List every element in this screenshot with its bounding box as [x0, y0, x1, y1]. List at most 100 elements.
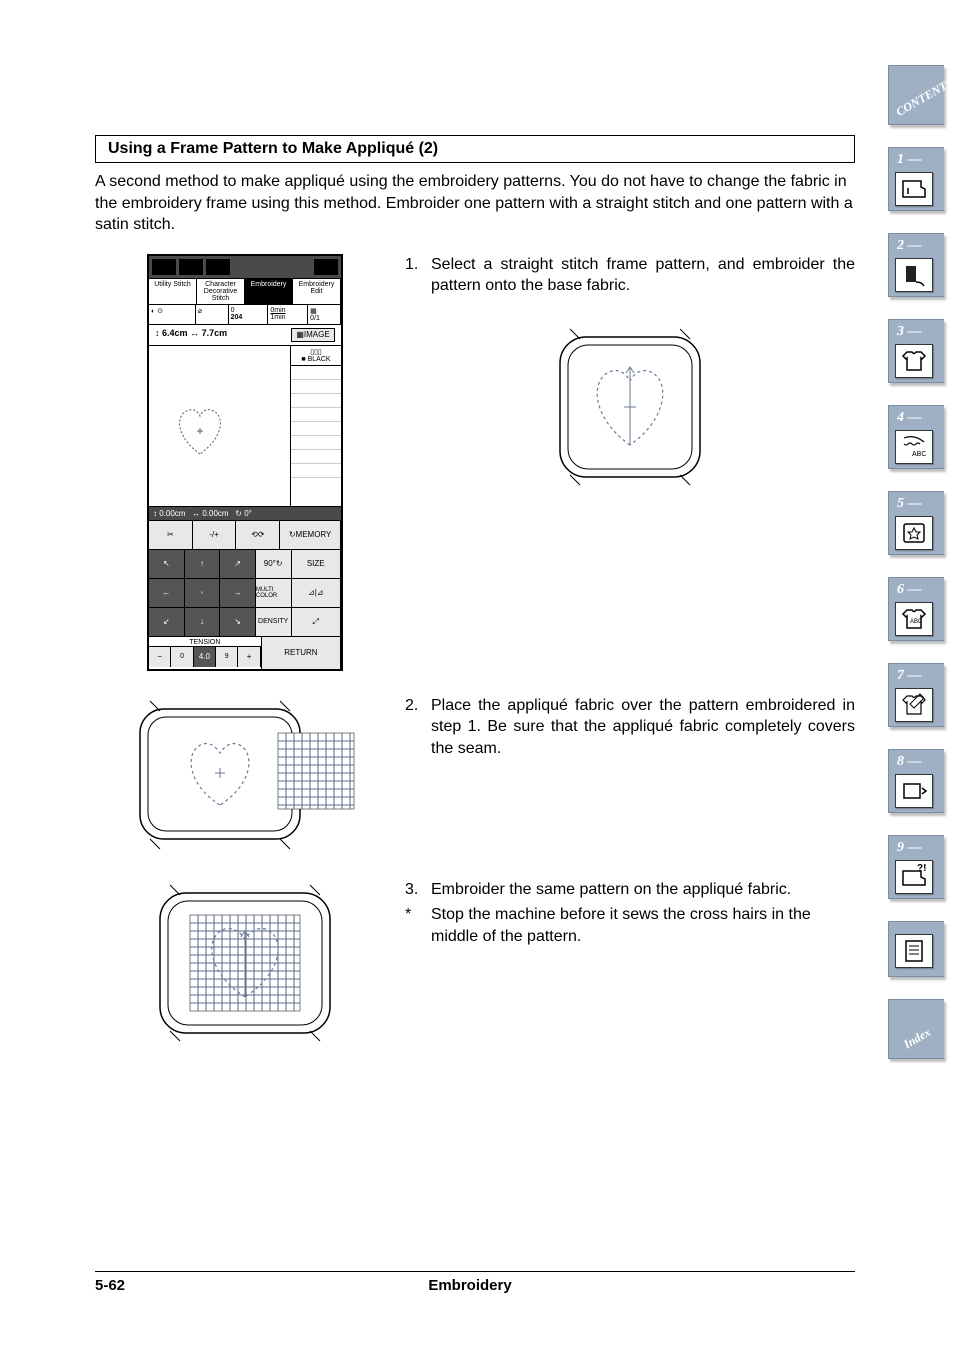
side-tabs: CONTENTS 1 — 2 — 3 — 4 — ABC 5 — 6 — ABC…: [888, 65, 954, 1081]
svg-text:?!: ?!: [917, 864, 926, 874]
stitch-abc-icon: ABC: [895, 430, 933, 464]
screen-info-bar: ◐ ⊙ ⌀ 0204 0min1min ▦0/1: [149, 305, 341, 325]
tab-1-label: 1 —: [897, 152, 922, 168]
section-title: Using a Frame Pattern to Make Appliqué (…: [108, 140, 842, 158]
step-3: 3. Embroider the same pattern on the app…: [405, 879, 855, 901]
step-3-note-mark: *: [405, 904, 431, 947]
step-3-note-text: Stop the machine before it sews the cros…: [431, 904, 855, 947]
page-content: Using a Frame Pattern to Make Appliqué (…: [95, 135, 855, 1073]
page-number: 5-62: [95, 1277, 125, 1294]
step-2: 2. Place the appliqué fabric over the pa…: [405, 695, 855, 760]
tab-5[interactable]: 5 —: [888, 491, 944, 555]
move-button[interactable]: ⤢: [292, 608, 341, 636]
multicolor-button[interactable]: MULTI COLOR: [256, 579, 292, 607]
step-2-num: 2.: [405, 695, 431, 760]
step-3-note: * Stop the machine before it sews the cr…: [405, 904, 855, 947]
tab-3[interactable]: 3 —: [888, 319, 944, 383]
step-2-text: Place the appliqué fabric over the patte…: [431, 695, 855, 760]
density-button[interactable]: DENSITY: [256, 608, 292, 636]
arrow-se[interactable]: ↘: [220, 608, 256, 636]
arrow-n[interactable]: ↑: [185, 550, 221, 578]
screen-tab-edit[interactable]: Embroidery Edit: [293, 279, 341, 304]
hoop-figure-1: [405, 317, 855, 502]
svg-text:ABC: ABC: [912, 451, 926, 458]
tab-4[interactable]: 4 — ABC: [888, 405, 944, 469]
tension-value: 4.0: [194, 647, 216, 667]
cut-button[interactable]: ✂: [149, 521, 193, 549]
applique-figure-2: [95, 695, 395, 855]
screen-top-icons: [149, 256, 341, 279]
screen-canvas: [149, 346, 291, 506]
arrow-sw[interactable]: ↙: [149, 608, 185, 636]
arrow-ne[interactable]: ↗: [220, 550, 256, 578]
tab-contents-label: CONTENTS: [893, 75, 954, 120]
screen-tabs: Utility Stitch Character Decorative Stit…: [149, 279, 341, 305]
arrow-nw[interactable]: ↖: [149, 550, 185, 578]
row-step-1: Utility Stitch Character Decorative Stit…: [95, 254, 855, 671]
return-button[interactable]: RETURN: [261, 637, 341, 669]
tab-9-label: 9 —: [897, 840, 922, 856]
tab-appendix[interactable]: [888, 921, 944, 977]
tension-plus[interactable]: +: [238, 647, 260, 667]
step-3-num: 3.: [405, 879, 431, 901]
step-1: 1. Select a straight stitch frame patter…: [405, 254, 855, 297]
screen-color-panel: ▯▯▯■ BLACK: [291, 346, 341, 506]
tab-3-label: 3 —: [897, 324, 922, 340]
edit-shirt-icon: [895, 688, 933, 722]
chapter-name: Embroidery: [428, 1277, 511, 1294]
screen-tab-utility[interactable]: Utility Stitch: [149, 279, 197, 304]
screen-canvas-row: ▯▯▯■ BLACK: [149, 346, 341, 507]
tab-7-label: 7 —: [897, 668, 922, 684]
rotate-buttons[interactable]: ⟲⟳: [236, 521, 280, 549]
screen-tab-embroidery[interactable]: Embroidery: [245, 279, 293, 304]
ctrl-row-1: ✂ -/+ ⟲⟳ ↻MEMORY: [149, 520, 341, 549]
document-icon: [895, 934, 933, 968]
ctrl-row-4: ↙ ↓ ↘ DENSITY ⤢: [149, 607, 341, 636]
memory-card-icon: [895, 774, 933, 808]
step-3-text: Embroider the same pattern on the appliq…: [431, 879, 791, 901]
ctrl-row-3: ← ◦ → MULTI COLOR ⊿|⊿: [149, 578, 341, 607]
tshirt-icon: [895, 344, 933, 378]
tension-minus[interactable]: −: [149, 647, 171, 667]
tab-2[interactable]: 2 —: [888, 233, 944, 297]
arrow-e[interactable]: →: [220, 579, 256, 607]
help-machine-icon: ?!: [895, 860, 933, 894]
tab-4-label: 4 —: [897, 410, 922, 426]
size-button[interactable]: SIZE: [292, 550, 341, 578]
tab-9[interactable]: 9 — ?!: [888, 835, 944, 899]
sewing-machine-icon: [895, 172, 933, 206]
tab-7[interactable]: 7 —: [888, 663, 944, 727]
tab-5-label: 5 —: [897, 496, 922, 512]
arrow-s[interactable]: ↓: [185, 608, 221, 636]
mirror-button[interactable]: ⊿|⊿: [292, 579, 341, 607]
arrow-center[interactable]: ◦: [185, 579, 221, 607]
applique-figure-3: [95, 879, 395, 1049]
rotate-90-button[interactable]: 90°↻: [256, 550, 292, 578]
tab-index-label: Index: [901, 1025, 933, 1052]
tab-2-label: 2 —: [897, 238, 922, 254]
tab-8[interactable]: 8 —: [888, 749, 944, 813]
ctrl-row-2: ↖ ↑ ↗ 90°↻ SIZE: [149, 549, 341, 578]
intro-text: A second method to make appliqué using t…: [95, 171, 855, 236]
tab-1[interactable]: 1 —: [888, 147, 944, 211]
screen-tab-character[interactable]: Character Decorative Stitch: [197, 279, 245, 304]
step-1-num: 1.: [405, 254, 431, 297]
image-button[interactable]: ▦ IMAGE: [291, 328, 335, 342]
tab-6[interactable]: 6 — ABC: [888, 577, 944, 641]
machine-screen-figure: Utility Stitch Character Decorative Stit…: [95, 254, 395, 671]
frame-star-icon: [895, 516, 933, 550]
screen-status: ↕ 0.00cm ↔ 0.00cm ↻ 0°: [149, 507, 341, 520]
tab-contents[interactable]: CONTENTS: [888, 65, 944, 125]
tab-8-label: 8 —: [897, 754, 922, 770]
thread-spool-icon: [895, 258, 933, 292]
machine-screen: Utility Stitch Character Decorative Stit…: [147, 254, 343, 671]
svg-text:ABC: ABC: [910, 619, 923, 625]
step-button[interactable]: -/+: [193, 521, 237, 549]
row-step-3: 3. Embroider the same pattern on the app…: [95, 879, 855, 1049]
memory-button[interactable]: ↻MEMORY: [280, 521, 341, 549]
arrow-w[interactable]: ←: [149, 579, 185, 607]
page-footer: 5-62 Embroidery: [95, 1277, 855, 1294]
screen-dimensions: ↕ 6.4cm ↔ 7.7cm ▦ IMAGE: [149, 325, 341, 346]
section-title-box: Using a Frame Pattern to Make Appliqué (…: [95, 135, 855, 163]
tab-index[interactable]: Index: [888, 999, 944, 1059]
